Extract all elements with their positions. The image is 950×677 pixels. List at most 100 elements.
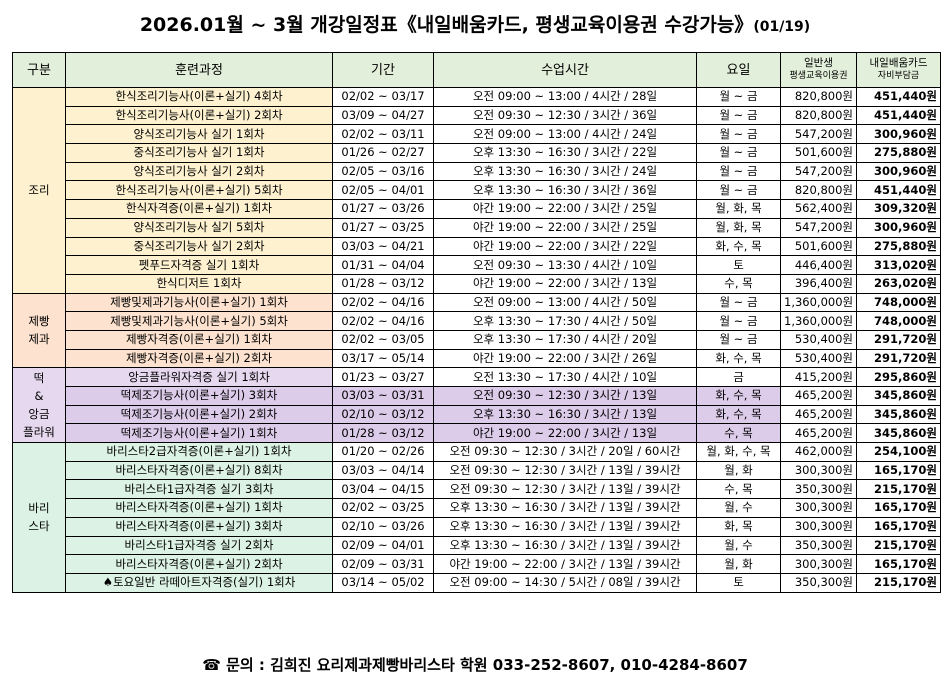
period: 02/02 ~ 04/16 <box>332 311 434 331</box>
period: 01/28 ~ 03/12 <box>332 423 434 444</box>
class-time: 오전 09:30 ~ 12:30 / 3시간 / 13일 / 39시간 <box>433 460 697 481</box>
group-cell: 조리 <box>12 87 66 294</box>
weekdays: 월, 화, 수, 목 <box>696 442 781 462</box>
header-cell: 수업시간 <box>433 52 697 88</box>
group-cell: 제빵 제과 <box>12 292 66 369</box>
class-time: 오전 09:30 ~ 12:30 / 3시간 / 20일 / 60시간 <box>433 442 697 462</box>
header-text: 수업시간 <box>541 62 589 78</box>
schedule-table: 구분 훈련과정 기간 수업시간 요일 일반생 평생교육이용권 내일배움카드 자비부담금 조리 한식… <box>12 52 941 593</box>
regular-fee: 300,300원 <box>780 554 857 574</box>
weekdays: 월 ~ 금 <box>696 311 781 331</box>
card-fee: 300,960원 <box>856 161 941 182</box>
weekdays: 화, 수, 목 <box>696 404 781 425</box>
card-fee: 165,170원 <box>856 498 941 518</box>
card-fee: 345,860원 <box>856 386 941 406</box>
class-time: 오전 09:00 ~ 13:00 / 4시간 / 24일 <box>433 124 697 145</box>
card-fee: 313,020원 <box>856 255 941 275</box>
course-name: 제빵자격증(이론+실기) 1회차 <box>65 329 333 350</box>
class-time: 오전 09:30 ~ 12:30 / 3시간 / 36일 <box>433 105 697 126</box>
group-label: 떡 <box>33 371 45 386</box>
course-name: 제빵및제과기능사(이론+실기) 5회차 <box>65 311 333 331</box>
group-label: 제과 <box>28 332 50 347</box>
table-row: 떡제조기능사(이론+실기) 2회차 02/10 ~ 03/12 오후 13:30 ~… <box>13 404 941 425</box>
table-row: 조리 한식조리기능사(이론+실기) 4회차 02/02 ~ 03/17 오전 09:0… <box>12 87 941 294</box>
period: 01/27 ~ 03/26 <box>332 199 434 219</box>
class-time: 야간 19:00 ~ 22:00 / 3시간 / 25일 <box>433 217 697 238</box>
course-name: 한식조리기능사(이론+실기) 5회차 <box>65 180 333 201</box>
class-time: 오후 13:30 ~ 16:30 / 3시간 / 36일 <box>433 180 697 201</box>
period: 01/20 ~ 02/26 <box>332 442 434 462</box>
course-name: 바리스타자격증(이론+실기) 1회차 <box>65 498 333 518</box>
weekdays: 월, 화, 목 <box>696 199 781 219</box>
class-time: 오후 13:30 ~ 17:30 / 4시간 / 20일 <box>433 329 697 350</box>
weekdays: 토 <box>696 572 781 593</box>
period: 03/04 ~ 04/15 <box>332 479 434 500</box>
course-name: 떡제조기능사(이론+실기) 2회차 <box>65 404 333 425</box>
course-name: 바리스타자격증(이론+실기) 8회차 <box>65 460 333 481</box>
table-body: 조리 한식조리기능사(이론+실기) 4회차 02/02 ~ 03/17 오전 09:0… <box>12 87 941 593</box>
regular-fee: 501,600원 <box>780 236 857 257</box>
regular-fee: 465,200원 <box>780 404 857 425</box>
weekdays: 월 ~ 금 <box>696 143 781 163</box>
weekdays: 월 ~ 금 <box>696 180 781 201</box>
weekdays: 월 ~ 금 <box>696 161 781 182</box>
regular-fee: 415,200원 <box>780 367 857 387</box>
header-text: 구분 <box>27 62 51 78</box>
period: 01/28 ~ 03/12 <box>332 273 434 294</box>
weekdays: 수, 목 <box>696 479 781 500</box>
group-label: & <box>34 389 44 404</box>
table-row: 바리스타1급자격증 실기 2회차 02/09 ~ 04/01 오후 13:30 ~ … <box>13 535 941 556</box>
header-text: 내일배움카드 <box>869 57 928 69</box>
weekdays: 금 <box>696 367 781 387</box>
regular-fee: 530,400원 <box>780 348 857 369</box>
period: 03/03 ~ 04/21 <box>332 236 434 257</box>
table-row: 제빵 제과 제빵및제과기능사(이론+실기) 1회차 02/02 ~ 04/16 오전 0… <box>12 292 941 369</box>
card-fee: 165,170원 <box>856 554 941 574</box>
course-name: 앙금플라워자격증 실기 1회차 <box>65 367 333 387</box>
card-fee: 300,960원 <box>856 124 941 145</box>
class-time: 오전 13:30 ~ 17:30 / 4시간 / 10일 <box>433 367 697 387</box>
title-date: (01/19) <box>753 19 811 35</box>
header-row: 구분 훈련과정 기간 수업시간 요일 일반생 평생교육이용권 내일배움카드 자비부담금 <box>12 52 941 88</box>
weekdays: 월, 화 <box>696 554 781 574</box>
weekdays: 월 ~ 금 <box>696 292 781 313</box>
period: 02/05 ~ 03/16 <box>332 161 434 182</box>
class-time: 야간 19:00 ~ 22:00 / 3시간 / 26일 <box>433 348 697 369</box>
regular-fee: 547,200원 <box>780 161 857 182</box>
weekdays: 월 ~ 금 <box>696 329 781 350</box>
regular-fee: 547,200원 <box>780 217 857 238</box>
regular-fee: 300,300원 <box>780 460 857 481</box>
weekdays: 월, 수 <box>696 498 781 518</box>
class-time: 오전 09:00 ~ 14:30 / 5시간 / 08일 / 39시간 <box>433 572 697 593</box>
weekdays: 월 ~ 금 <box>696 105 781 126</box>
regular-fee: 396,400원 <box>780 273 857 294</box>
card-fee: 345,860원 <box>856 404 941 425</box>
table-row: 바리스타자격증(이론+실기) 8회차 03/03 ~ 04/14 오전 09:30 … <box>13 460 941 481</box>
weekdays: 월, 화, 목 <box>696 217 781 238</box>
course-name: 양식조리기능사 실기 2회차 <box>65 161 333 182</box>
course-name: ♠토요일반 라떼아트자격증(실기) 1회차 <box>65 572 333 593</box>
header-text: 평생교육이용권 <box>789 71 848 81</box>
regular-fee: 1,360,000원 <box>780 292 857 313</box>
period: 03/03 ~ 04/14 <box>332 460 434 481</box>
table-row: 한식조리기능사(이론+실기) 5회차 02/05 ~ 04/01 오후 13:30 … <box>13 180 941 201</box>
course-name: 한식조리기능사(이론+실기) 4회차 <box>65 87 333 107</box>
card-fee: 291,720원 <box>856 348 941 369</box>
period: 02/10 ~ 03/26 <box>332 516 434 537</box>
course-name: 한식디저트 1회차 <box>65 273 333 294</box>
card-fee: 451,440원 <box>856 87 941 107</box>
class-time: 오전 09:30 ~ 13:30 / 4시간 / 10일 <box>433 255 697 275</box>
group-label: 조리 <box>28 183 50 198</box>
table-row: 제빵및제과기능사(이론+실기) 5회차 02/02 ~ 04/16 오후 13:30… <box>13 311 941 331</box>
class-time: 오전 09:00 ~ 13:00 / 4시간 / 50일 <box>433 292 697 313</box>
table-row: 한식조리기능사(이론+실기) 2회차 03/09 ~ 04/27 오전 09:30 … <box>13 105 941 126</box>
period: 02/02 ~ 03/11 <box>332 124 434 145</box>
card-fee: 215,170원 <box>856 479 941 500</box>
course-name: 바리스타2급자격증(이론+실기) 1회차 <box>65 442 333 462</box>
group-cell: 바리 스타 <box>12 442 66 593</box>
course-name: 중식조리기능사 실기 2회차 <box>65 236 333 257</box>
period: 01/31 ~ 04/04 <box>332 255 434 275</box>
footer: ☎ 문의 : 김희진 요리제과제빵바리스타 학원 033-252-8607, 0… <box>202 656 748 674</box>
card-fee: 451,440원 <box>856 180 941 201</box>
